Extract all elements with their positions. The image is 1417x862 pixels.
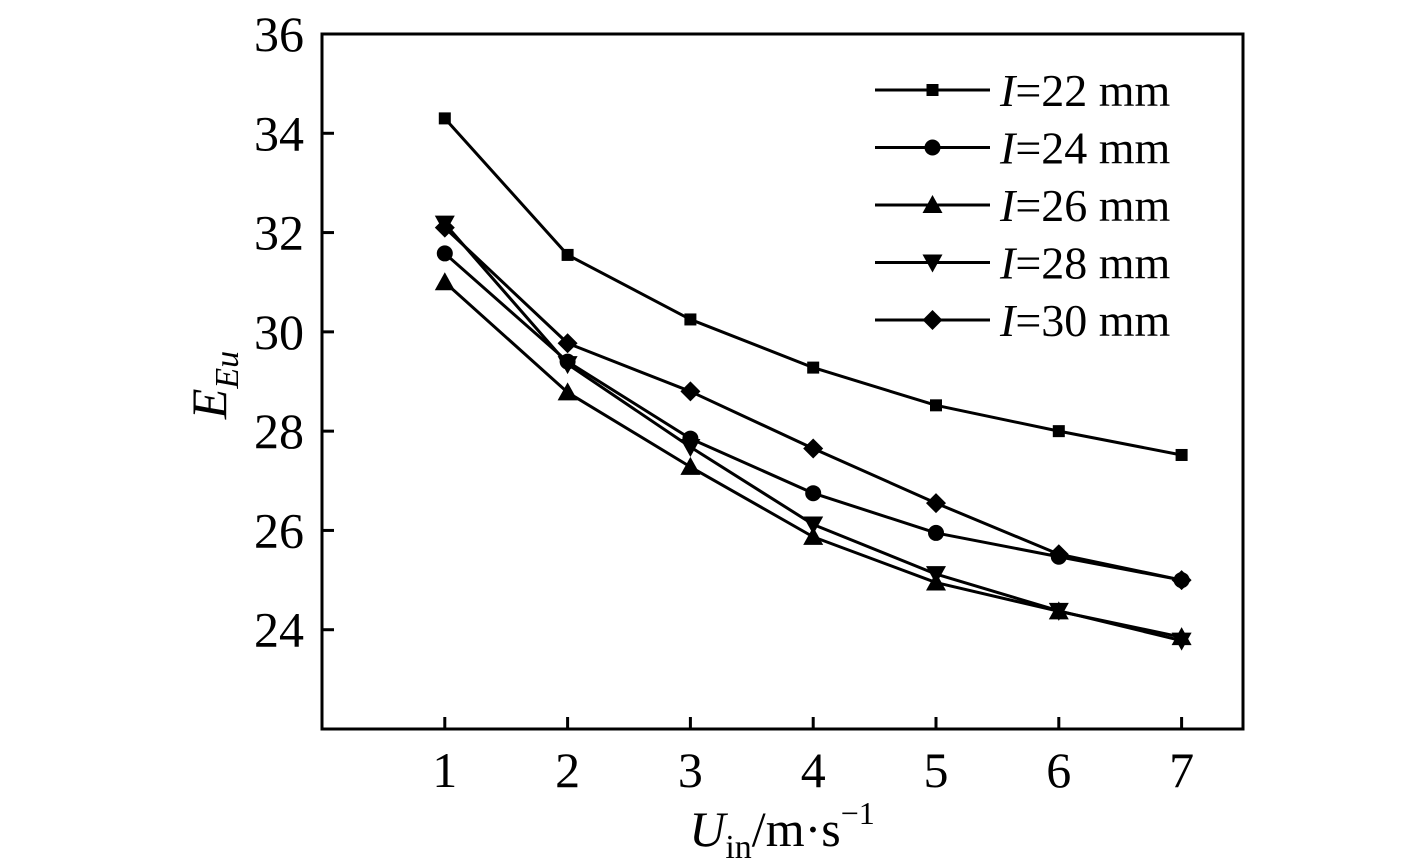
data-point: [803, 526, 824, 545]
y-axis-label-sub: Eu: [209, 351, 246, 390]
data-point: [684, 313, 697, 326]
data-point: [557, 382, 578, 401]
data-point: [922, 195, 943, 213]
axis-ticks: [322, 32, 1184, 729]
legend-label-var: I: [999, 180, 1018, 231]
legend-label-var: I: [999, 65, 1018, 116]
legend-label-var: I: [999, 123, 1018, 174]
data-point: [1175, 448, 1188, 461]
legend-label: I=24 mm: [999, 123, 1171, 174]
x-tick-label: 6: [1046, 742, 1071, 798]
y-tick-label: 34: [254, 105, 304, 161]
y-tick-labels: 24 26 28 30 32 34 36: [254, 6, 304, 658]
legend-item: I=26 mm: [875, 180, 1171, 231]
series-5: [434, 217, 1192, 591]
data-point: [557, 356, 578, 375]
legend-label: I=22 mm: [999, 65, 1171, 116]
data-point: [922, 254, 943, 273]
x-tick-label: 2: [555, 742, 580, 798]
legend-item: I=30 mm: [875, 295, 1171, 346]
x-axis-label-sup: −1: [841, 795, 875, 831]
legend-label-rest: =22 mm: [1015, 65, 1170, 116]
data-point: [926, 566, 946, 585]
y-tick-label: 26: [254, 502, 304, 558]
legend-label-var: I: [999, 295, 1018, 346]
legend-label-rest: =24 mm: [1015, 123, 1170, 174]
y-axis-label: EEu: [181, 351, 246, 420]
data-point: [928, 524, 944, 541]
data-point: [803, 516, 824, 535]
data-point: [926, 493, 946, 514]
data-point: [805, 485, 822, 502]
data-point: [557, 333, 578, 354]
x-axis-label-unit: /m·s: [752, 801, 841, 857]
legend-label: I=30 mm: [999, 295, 1171, 346]
legend: I=22 mmI=24 mmI=26 mmI=28 mmI=30 mm: [875, 65, 1171, 346]
legend-label-rest: =26 mm: [1015, 180, 1170, 231]
y-tick-label: 32: [254, 205, 304, 261]
series-1: [438, 112, 1188, 461]
legend-label-var: I: [999, 238, 1018, 289]
legend-label: I=26 mm: [999, 180, 1171, 231]
y-tick-label: 28: [254, 403, 304, 459]
data-point: [1052, 425, 1065, 438]
data-point: [680, 439, 701, 458]
data-point: [438, 112, 451, 125]
x-axis-label: Uin/m·s−1: [689, 795, 875, 862]
series-4: [434, 215, 1192, 651]
data-point: [434, 272, 455, 291]
legend-item: I=22 mm: [875, 65, 1171, 116]
y-axis-label-main: E: [181, 389, 237, 421]
y-tick-label: 36: [254, 6, 304, 62]
x-tick-labels: 1 2 3 4 5 6 7: [432, 742, 1194, 798]
data-point: [926, 84, 939, 96]
data-point: [680, 456, 701, 475]
data-point: [922, 310, 943, 330]
legend-label-rest: =30 mm: [1015, 295, 1170, 346]
x-tick-label: 3: [678, 742, 703, 798]
legend-label-rest: =28 mm: [1015, 238, 1170, 289]
legend-label: I=28 mm: [999, 238, 1171, 289]
data-point: [807, 361, 820, 374]
data-point: [930, 399, 942, 412]
data-point: [561, 248, 574, 261]
data-point: [1171, 570, 1192, 591]
x-tick-label: 1: [432, 742, 457, 798]
plot-frame: [320, 32, 1245, 731]
y-tick-label: 30: [254, 304, 304, 360]
x-axis-label-main: U: [689, 801, 728, 857]
data-point: [1048, 602, 1069, 621]
data-point: [680, 381, 701, 402]
legend-item: I=24 mm: [875, 123, 1171, 174]
data-point: [924, 139, 941, 156]
legend-item: I=28 mm: [875, 238, 1171, 289]
x-tick-label: 4: [801, 742, 826, 798]
data-point: [1171, 632, 1192, 651]
series-layer: [434, 112, 1192, 651]
data-point: [434, 217, 455, 238]
data-point: [1048, 544, 1069, 565]
x-tick-label: 5: [924, 742, 949, 798]
x-axis-label-sub: in: [725, 829, 751, 862]
x-tick-label: 7: [1169, 742, 1194, 798]
data-point: [436, 245, 453, 262]
y-tick-label: 24: [254, 602, 304, 658]
data-point: [803, 438, 824, 459]
